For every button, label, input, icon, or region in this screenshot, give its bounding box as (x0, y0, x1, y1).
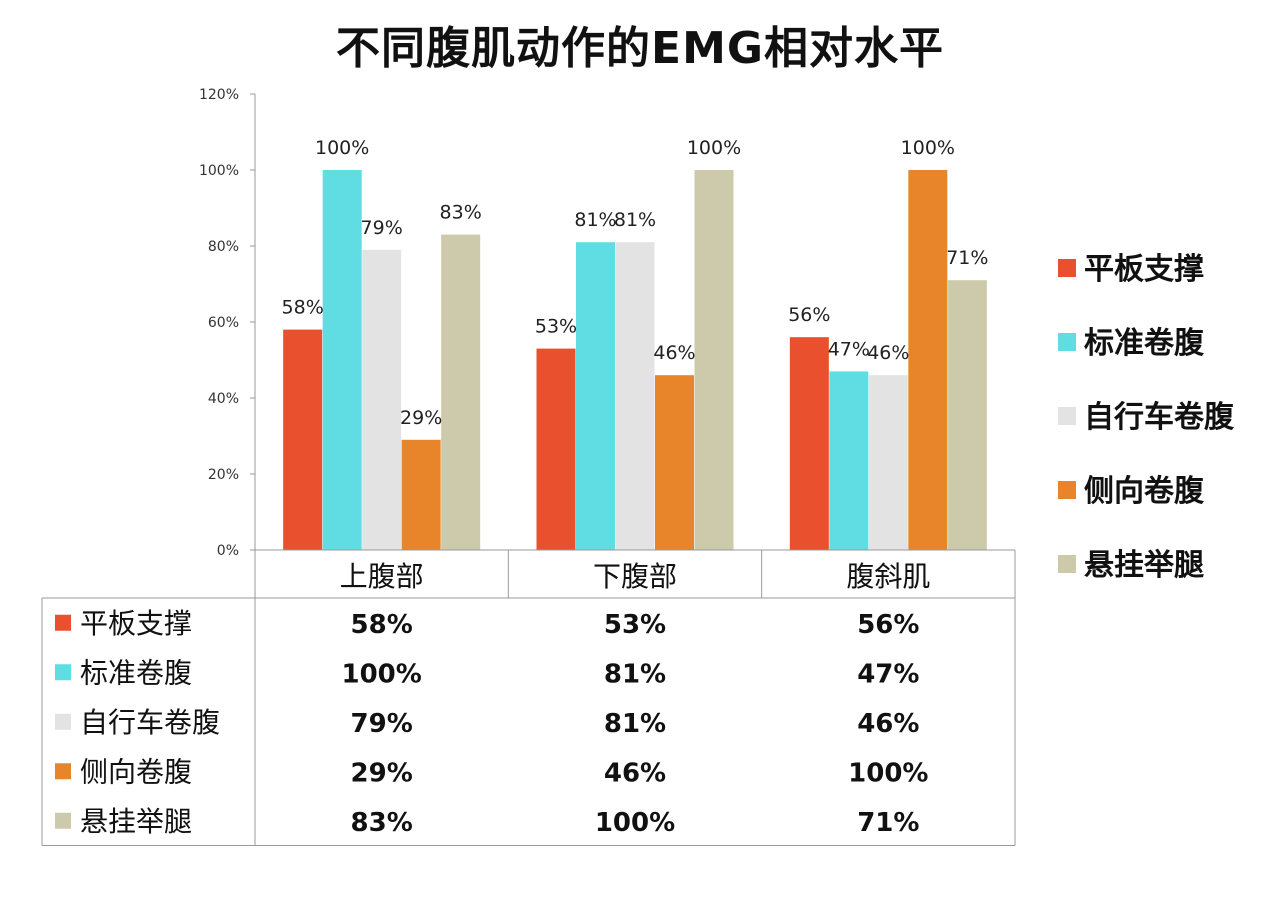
y-tick-label: 120% (199, 87, 239, 103)
y-tick-label: 20% (208, 467, 239, 483)
y-tick-label: 0% (217, 543, 239, 559)
bar (947, 280, 987, 550)
chart-title: 不同腹肌动作的EMG相对水平 (336, 23, 944, 74)
data-label: 56% (788, 304, 830, 326)
legend-label: 自行车卷腹 (1084, 400, 1235, 435)
table-value: 100% (595, 808, 675, 838)
legend-label: 侧向卷腹 (1084, 474, 1205, 509)
table-value: 58% (351, 610, 413, 640)
bar (536, 348, 576, 550)
table-series-name: 悬挂举腿 (80, 805, 192, 838)
bar (655, 375, 694, 550)
table-series-name: 平板支撑 (80, 607, 192, 640)
table-value: 81% (604, 659, 666, 689)
category-label: 上腹部 (340, 560, 424, 593)
bar (829, 371, 869, 550)
data-label: 83% (440, 202, 482, 224)
table-value: 83% (351, 808, 413, 838)
table-value: 71% (857, 808, 919, 838)
table-value: 81% (604, 709, 666, 739)
bar (615, 242, 655, 550)
data-label: 29% (400, 407, 442, 429)
legend-swatch (1058, 259, 1076, 277)
y-tick-label: 100% (199, 163, 239, 179)
data-label: 100% (901, 137, 955, 159)
data-label: 100% (315, 137, 369, 159)
data-label: 81% (614, 209, 656, 231)
table-value: 56% (857, 610, 919, 640)
data-label: 46% (867, 342, 909, 364)
data-label: 47% (828, 338, 870, 360)
data-label: 58% (282, 297, 324, 319)
data-label: 79% (361, 217, 403, 239)
table-value: 46% (857, 709, 919, 739)
bar (322, 170, 362, 550)
legend-label: 标准卷腹 (1084, 326, 1205, 361)
y-tick-label: 60% (208, 315, 239, 331)
table-value: 53% (604, 610, 666, 640)
table-series-name: 侧向卷腹 (80, 755, 192, 788)
data-label: 71% (946, 247, 988, 269)
category-label: 腹斜肌 (846, 560, 930, 593)
table-value: 29% (351, 758, 413, 788)
legend-swatch (1058, 333, 1076, 351)
legend-swatch (1058, 481, 1076, 499)
table-series-name: 自行车卷腹 (80, 706, 220, 739)
table-value: 79% (351, 709, 413, 739)
legend-swatch (1058, 407, 1076, 425)
table-value: 100% (342, 659, 422, 689)
data-label: 100% (687, 137, 741, 159)
data-label: 46% (653, 342, 695, 364)
y-tick-label: 80% (208, 239, 239, 255)
table-legend-swatch (55, 812, 71, 829)
table-legend-swatch (55, 763, 71, 780)
table-value: 47% (857, 659, 919, 689)
bar (789, 337, 829, 550)
bar (441, 234, 481, 550)
y-tick-label: 40% (208, 391, 239, 407)
bar (908, 170, 948, 550)
table-legend-swatch (55, 614, 71, 631)
bar (694, 170, 734, 550)
legend-label: 平板支撑 (1084, 252, 1204, 287)
table-legend-swatch (55, 713, 71, 730)
bar (283, 329, 323, 550)
table-value: 100% (848, 758, 928, 788)
bar (868, 375, 908, 550)
data-label: 53% (535, 316, 577, 338)
data-label: 81% (574, 209, 616, 231)
bar (362, 249, 402, 551)
bar (576, 242, 615, 550)
table-legend-swatch (55, 664, 71, 681)
table-series-name: 标准卷腹 (80, 656, 192, 689)
legend-swatch (1058, 555, 1076, 573)
legend-label: 悬挂举腿 (1084, 548, 1204, 583)
table-value: 46% (604, 758, 666, 788)
category-label: 下腹部 (593, 560, 677, 593)
bar (401, 439, 441, 550)
